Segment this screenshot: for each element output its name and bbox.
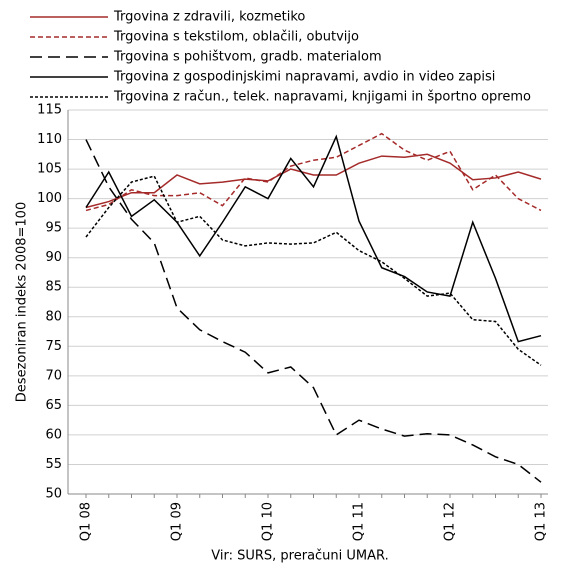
legend-label: Trgovina s pohištvom, gradb. materialom: [113, 50, 382, 65]
legend-label: Trgovina s tekstilom, oblačili, obutvijo: [113, 30, 359, 45]
legend-label: Trgovina z gospodinjskimi napravami, avd…: [113, 70, 495, 85]
y-tick-label: 90: [45, 250, 62, 265]
series-line: [85, 134, 542, 343]
y-tick-label: 75: [45, 339, 62, 354]
y-tick-label: 115: [37, 103, 62, 118]
x-axis-label: Vir: SURS, preračuni UMAR.: [211, 549, 388, 564]
y-tick-label: 105: [37, 162, 62, 177]
x-tick-label: Q1 12: [443, 502, 458, 541]
y-tick-label: 100: [37, 191, 62, 206]
legend-label: Trgovina z zdravili, kozmetiko: [113, 10, 305, 25]
series-line: [85, 175, 542, 366]
y-tick-label: 60: [45, 427, 62, 442]
legend-label: Trgovina z račun., telek. napravami, knj…: [113, 90, 531, 105]
y-tick-label: 85: [45, 280, 62, 295]
x-tick-label: Q1 09: [170, 502, 185, 541]
series-line: [85, 153, 542, 209]
x-tick-label: Q1 13: [534, 502, 549, 541]
y-tick-label: 65: [45, 398, 62, 413]
y-tick-label: 110: [37, 132, 62, 147]
x-tick-label: Q1 11: [352, 502, 367, 541]
series-line: [85, 132, 542, 212]
y-tick-label: 80: [45, 309, 62, 324]
y-tick-label: 95: [45, 221, 62, 236]
y-tick-label: 55: [45, 457, 62, 472]
y-tick-label: 70: [45, 368, 62, 383]
x-tick-label: Q1 08: [79, 502, 94, 541]
series-line: [85, 139, 542, 483]
x-tick-label: Q1 10: [261, 502, 276, 541]
y-axis-label: Desezoniran indeks 2008=100: [15, 202, 30, 402]
y-tick-label: 50: [45, 487, 62, 502]
